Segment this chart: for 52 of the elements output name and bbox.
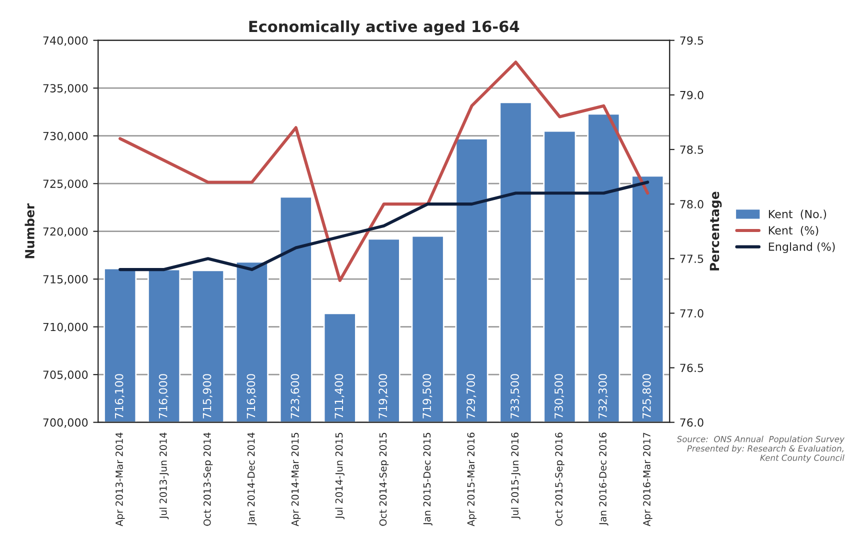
x-tick-label: Jul 2013-Jun 2014 (159, 432, 169, 520)
data-label: 716,100 (114, 374, 124, 418)
y2-tick-label: 79.0 (680, 90, 704, 100)
y2-tick-label: 78.0 (680, 200, 704, 208)
data-label: 725,800 (642, 374, 652, 418)
line-series (118, 180, 650, 272)
x-tick-label: Jan 2015-Dec 2015 (423, 432, 432, 526)
source-note: Source: ONS Annual Population Survey Presented by: Research & Evaluation, Kent County Council (676, 436, 845, 463)
data-label: 719,200 (378, 374, 388, 418)
x-tick-label: Jul 2014-Jun 2015 (335, 432, 345, 520)
y-tick-label: 725,000 (43, 180, 88, 190)
y-tick-label: 735,000 (43, 84, 88, 94)
y2-tick-label: 77.0 (680, 309, 704, 318)
y2-tick-label: 77.5 (680, 254, 704, 264)
x-tick-label: Oct 2015-Sep 2016 (555, 432, 564, 526)
data-label: 733,500 (510, 374, 520, 418)
x-tick-label: Apr 2013-Mar 2014 (116, 432, 125, 526)
y-tick-label: 715,000 (43, 275, 88, 285)
chart-title: Economically active aged 16-64 (249, 20, 520, 36)
legend-label: Kent (%) (768, 226, 818, 236)
y-tick-label: 700,000 (43, 418, 88, 428)
x-tick-label: Apr 2015-Mar 2016 (467, 432, 476, 526)
data-label: 711,400 (334, 374, 344, 418)
x-tick-label: Oct 2014-Sep 2015 (379, 432, 389, 526)
x-tick-label: Oct 2013-Sep 2014 (203, 432, 213, 526)
legend-label: Kent (No.) (768, 210, 826, 220)
y-tick-label: 710,000 (43, 322, 88, 332)
data-label: 723,600 (290, 374, 300, 418)
y-tick-label: 740,000 (43, 36, 88, 46)
y2-tick-label: 76.5 (680, 364, 704, 372)
data-label: 715,900 (202, 374, 212, 418)
line-series (118, 60, 650, 282)
y2-tick-label: 79.5 (680, 36, 704, 45)
y-axis-title: Number (24, 203, 34, 258)
data-label: 716,000 (158, 374, 168, 418)
y-tick-label: 720,000 (43, 227, 88, 237)
data-label: 716,800 (246, 374, 256, 418)
y2-tick-label: 76.0 (680, 418, 704, 427)
data-label: 732,300 (598, 374, 608, 418)
y2-axis-title: Percentage (710, 192, 722, 270)
y2-tick-label: 78.5 (680, 145, 704, 154)
y-tick-label: 705,000 (43, 370, 88, 380)
data-label: 719,500 (422, 374, 432, 418)
x-tick-label: Jan 2014-Dec 2014 (247, 432, 257, 526)
x-tick-label: Apr 2014-Mar 2015 (291, 432, 301, 526)
x-tick-label: Jan 2016-Dec 2016 (599, 432, 608, 526)
y-tick-label: 730,000 (43, 132, 88, 142)
data-label: 730,500 (554, 374, 564, 418)
x-tick-label: Jul 2015-Jun 2016 (511, 432, 520, 520)
legend-label: England (%) (768, 242, 835, 254)
data-label: 729,700 (466, 374, 476, 418)
x-tick-label: Apr 2016-Mar 2017 (643, 432, 652, 526)
